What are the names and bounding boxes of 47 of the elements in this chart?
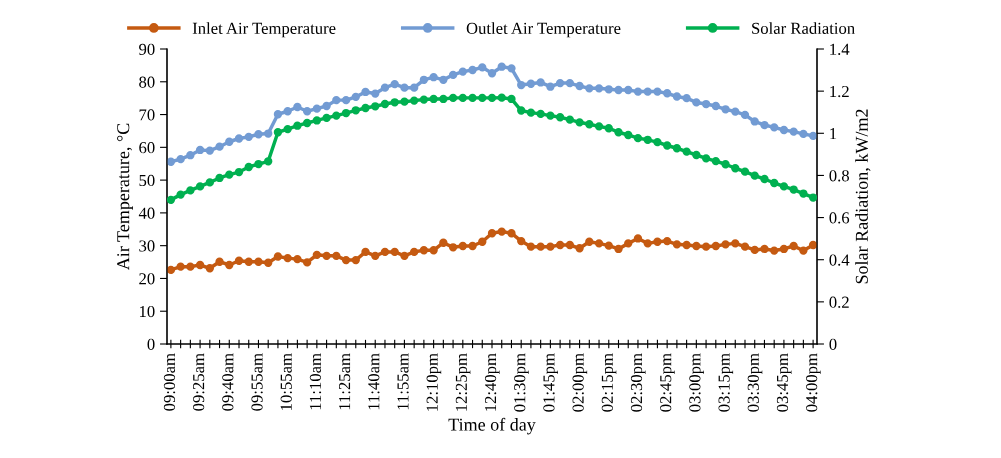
y-tick-label: 70 bbox=[139, 109, 155, 121]
x-tick-label: 04:00pm bbox=[806, 353, 821, 412]
y2-tick-label: 0 bbox=[829, 338, 837, 350]
y-tick-label: 10 bbox=[139, 305, 155, 318]
x-tick-label: 09:40am bbox=[222, 353, 234, 411]
y-tick-label: 30 bbox=[139, 240, 155, 252]
x-tick-label: 03:00pm bbox=[689, 353, 704, 412]
x-tick-label: 11:55am bbox=[397, 353, 409, 410]
y2-tick-label: 0.2 bbox=[829, 296, 849, 308]
y2-tick-label: 0.6 bbox=[829, 212, 850, 224]
x-tick-label: 02:30pm bbox=[630, 353, 646, 412]
x-tick-label: 02:45pm bbox=[660, 353, 675, 412]
y2-tick-label: 1.2 bbox=[830, 85, 849, 98]
x-tick-label: 11:10am bbox=[309, 353, 322, 410]
x-tick-label: 11:40am bbox=[368, 353, 380, 410]
x-tick-label: 11:25am bbox=[339, 353, 351, 410]
y-tick-label: 80 bbox=[139, 76, 155, 88]
y2-tick-label: 0.8 bbox=[829, 170, 849, 182]
y2-tick-label: 1 bbox=[830, 128, 837, 140]
x-tick-label: 12:40pm bbox=[484, 353, 500, 411]
y2-tick-label: 0.4 bbox=[829, 254, 850, 266]
y-tick-label: 0 bbox=[147, 338, 155, 350]
x-tick-label: 01:30pm bbox=[514, 353, 529, 412]
y2-tick-label: 1.4 bbox=[830, 43, 850, 56]
y-tick-label: 40 bbox=[138, 207, 155, 219]
legend-label: Solar Radiation bbox=[752, 22, 855, 34]
x-tick-label: 09:55am bbox=[251, 353, 263, 411]
y-tick-label: 90 bbox=[139, 43, 155, 55]
x-tick-label: 03:45pm bbox=[776, 353, 792, 412]
x-tick-label: 01:45pm bbox=[543, 353, 558, 412]
x-tick-label: 09:25am bbox=[193, 353, 205, 411]
legend-label: Outlet Air Temperature bbox=[466, 22, 621, 38]
x-tick-label: 10:55am bbox=[280, 353, 292, 410]
y-axis-title: Air Temperature, °C bbox=[117, 123, 133, 271]
x-tick-label: 09:00am bbox=[163, 353, 176, 411]
x-tick-label: 02:15pm bbox=[601, 353, 617, 412]
x-tick-label: 12:25pm bbox=[455, 353, 471, 411]
y2-axis-title: Solar Radiation, kW/m2 bbox=[855, 109, 871, 284]
x-tick-label: 03:30pm bbox=[747, 353, 763, 412]
y-tick-label: 20 bbox=[139, 273, 155, 285]
x-tick-label: 03:15pm bbox=[718, 353, 734, 412]
y-tick-label: 50 bbox=[139, 174, 155, 187]
y-tick-label: 60 bbox=[139, 142, 155, 154]
x-tick-label: 12:10pm bbox=[426, 353, 442, 411]
x-axis-title: Time of day bbox=[448, 417, 536, 435]
x-tick-label: 02:00pm bbox=[572, 353, 588, 412]
legend-label: Inlet Air Temperature bbox=[192, 22, 336, 38]
